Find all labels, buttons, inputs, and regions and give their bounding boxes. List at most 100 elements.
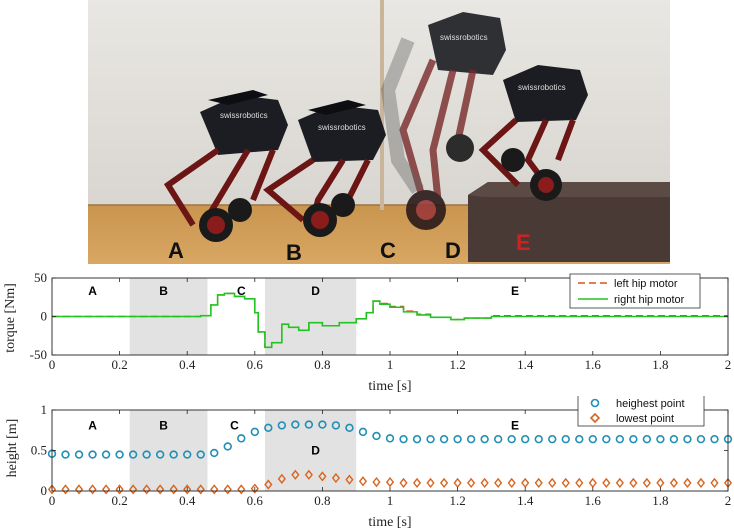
robot-e: swissrobotics xyxy=(478,65,588,201)
y-tick-label-0: 1 xyxy=(41,402,48,417)
highest-point-marker xyxy=(277,421,287,430)
highest-point-marker xyxy=(602,434,611,444)
lowest-point-marker xyxy=(47,484,57,495)
lowest-point-marker xyxy=(629,477,638,489)
lowest-point-marker xyxy=(223,484,232,495)
lowest-point-marker xyxy=(115,484,124,495)
lowest-point-marker xyxy=(345,474,354,485)
lowest-point-marker xyxy=(183,484,192,495)
torque-phase-label-b: B xyxy=(159,284,168,298)
highest-point-marker xyxy=(128,450,138,459)
lowest-point-marker xyxy=(561,477,570,489)
highest-point-marker xyxy=(642,434,652,444)
lowest-point-marker xyxy=(129,484,138,495)
highest-point-marker xyxy=(412,434,422,444)
lowest-point-marker xyxy=(237,484,246,495)
highest-point-marker xyxy=(466,434,476,444)
x-tick-label-7: 1.4 xyxy=(517,493,534,508)
highest-point-marker xyxy=(250,427,260,437)
highest-point-marker xyxy=(575,434,584,444)
x-tick-label-5: 1 xyxy=(387,357,394,372)
photo-label-d: D xyxy=(445,238,461,263)
lowest-point-marker xyxy=(142,484,151,495)
x-tick-label-9: 1.8 xyxy=(652,357,668,372)
highest-point-marker xyxy=(304,420,314,429)
lowest-point-marker xyxy=(169,484,178,495)
y-tick-label-1: 0.5 xyxy=(31,443,47,458)
photo-label-a: A xyxy=(168,238,184,263)
highest-point-marker xyxy=(507,434,516,444)
highest-point-marker xyxy=(385,434,395,443)
lowest-point-marker xyxy=(331,472,341,484)
highest-point-marker xyxy=(358,427,368,437)
lowest-point-marker xyxy=(467,477,476,489)
lowest-point-marker xyxy=(575,477,584,489)
legend-lowest-marker xyxy=(589,412,601,424)
x-tick-label-6: 1.2 xyxy=(449,357,465,372)
lowest-point-marker xyxy=(439,477,449,489)
highest-point-marker xyxy=(115,450,124,459)
torque-legend: left hip motor right hip motor xyxy=(569,273,701,309)
robot-a-brand: swissrobotics xyxy=(220,111,268,120)
x-tick-label-3: 0.6 xyxy=(247,357,264,372)
torque-x-label: time [s] xyxy=(368,379,411,394)
highest-point-marker xyxy=(196,450,205,459)
y-tick-label-1: 0 xyxy=(41,309,48,324)
highest-point-marker xyxy=(669,434,679,444)
height-chart: A B C D E 0 0.2 0.4 0.6 0.8 1 1.2 1.4 1.6 1.8 2 1 0.5 0 t… xyxy=(5,396,733,530)
highest-point-marker xyxy=(615,434,625,444)
highest-point-marker xyxy=(656,434,665,444)
legend-highest-label: heighest point xyxy=(616,398,685,410)
highest-point-marker xyxy=(101,450,111,459)
highest-point-marker xyxy=(710,434,719,444)
highest-point-marker xyxy=(372,431,381,441)
height-phase-label-a: A xyxy=(88,418,97,432)
height-legend: heighest point lowest point xyxy=(577,396,705,427)
x-tick-label-6: 1.2 xyxy=(449,493,465,508)
lowest-point-marker xyxy=(264,479,273,490)
step-platform-top xyxy=(468,182,670,197)
photo-label-c: C xyxy=(380,238,396,263)
x-tick-label-10: 2 xyxy=(725,357,732,372)
x-tick-label-4: 0.8 xyxy=(314,357,330,372)
lowest-point-marker xyxy=(412,477,422,489)
highest-point-marker xyxy=(88,450,97,459)
torque-phase-label-c: C xyxy=(237,284,246,298)
lowest-point-marker xyxy=(101,484,111,495)
x-tick-label-1: 0.2 xyxy=(111,493,127,508)
lowest-point-marker xyxy=(156,484,165,495)
step-platform xyxy=(468,182,670,262)
highest-point-marker xyxy=(561,434,570,444)
highest-point-marker xyxy=(169,450,178,459)
torque-y-label: torque [Nm] xyxy=(3,283,18,353)
highest-point-marker xyxy=(696,434,706,444)
highest-point-marker xyxy=(683,434,692,444)
height-y-label: height [m] xyxy=(5,419,20,478)
lowest-point-marker xyxy=(277,473,286,484)
lowest-point-marker xyxy=(74,484,84,495)
lowest-point-marker xyxy=(480,477,489,489)
highest-point-marker xyxy=(439,434,449,444)
highest-point-marker xyxy=(426,434,435,444)
legend-right-hip-label: right hip motor xyxy=(614,294,685,306)
height-phase-label-c: C xyxy=(230,418,239,432)
lowest-point-marker xyxy=(358,476,368,487)
lowest-point-marker xyxy=(88,484,97,495)
shaded-interval-0 xyxy=(129,410,208,491)
height-phase-label-b: B xyxy=(159,418,168,432)
lowest-point-marker xyxy=(656,477,665,489)
lowest-point-marker xyxy=(453,477,462,489)
lowest-point-marker xyxy=(642,477,651,489)
height-x-label: time [s] xyxy=(368,515,411,530)
torque-phase-label-d: D xyxy=(311,284,320,298)
lowest-point-marker xyxy=(210,484,219,495)
lowest-point-marker xyxy=(683,477,692,489)
x-tick-label-0: 0 xyxy=(49,357,56,372)
x-tick-label-7: 1.4 xyxy=(517,357,534,372)
lowest-point-marker xyxy=(534,477,543,489)
lowest-point-marker xyxy=(399,477,408,489)
highest-point-marker xyxy=(480,434,489,444)
highest-point-marker xyxy=(291,420,300,429)
highest-point-marker xyxy=(318,420,327,429)
torque-phase-label-e: E xyxy=(511,284,519,298)
